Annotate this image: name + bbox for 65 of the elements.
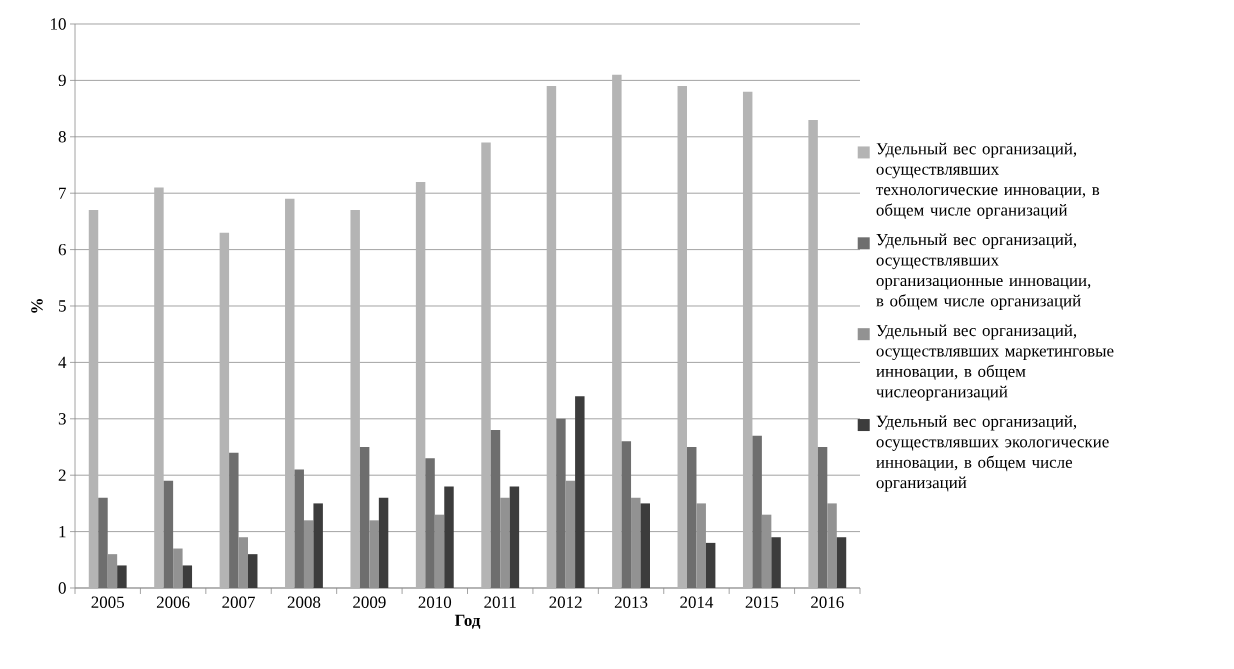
x-tick-label: 2016 [811, 596, 844, 608]
y-tick-label: 0 [58, 582, 66, 594]
y-tick-label: 7 [59, 187, 67, 199]
x-tick-label: 2009 [353, 596, 386, 608]
x-tick-label: 2012 [549, 596, 582, 608]
y-tick-label: 3 [58, 413, 66, 425]
bar [88, 210, 99, 588]
bar [248, 554, 258, 588]
bar [313, 503, 323, 588]
bar [163, 480, 174, 588]
bar [817, 447, 828, 588]
bar [229, 452, 239, 588]
bar [677, 86, 687, 588]
y-axis-title: % [31, 299, 43, 313]
x-tick-label: 2013 [614, 596, 648, 608]
bar [546, 86, 557, 588]
legend-label: Удельный вес организаций, осуществлявших технологические инновации, в общем числе организаций [876, 142, 1100, 220]
y-tick-label: 5 [59, 300, 66, 312]
bar [117, 565, 127, 588]
legend-label: Удельный вес организаций, осуществлявших экологические инновации, в общем числе организаций [876, 415, 1109, 492]
x-tick-label: 2005 [91, 596, 124, 608]
legend-label: Удельный вес организаций, осуществлявших маркетинговые инновации, в общем числеорганизаций [876, 324, 1114, 401]
bar [556, 418, 566, 588]
bar [575, 396, 585, 588]
bar [705, 542, 716, 588]
bar [752, 435, 762, 588]
x-tick-label: 2008 [287, 596, 321, 608]
legend-label: Удельный вес организаций, осуществлявших организационные инновации, в общем числе организаций [876, 233, 1091, 310]
bar [808, 119, 818, 588]
bar [350, 210, 360, 588]
bar [771, 537, 781, 588]
x-tick-label: 2010 [418, 596, 452, 608]
x-tick-label: 2006 [156, 596, 190, 608]
y-tick-label: 10 [51, 18, 66, 30]
bar [425, 458, 435, 588]
bar [294, 469, 304, 588]
y-tick-label: 6 [58, 243, 66, 256]
bar [640, 503, 650, 588]
bar [481, 142, 491, 588]
bar [612, 74, 622, 588]
bar [285, 198, 295, 588]
bar [836, 537, 847, 588]
x-tick-label: 2014 [680, 596, 714, 608]
bar [444, 486, 454, 588]
bar [509, 486, 520, 588]
bar [687, 447, 697, 588]
bar [98, 497, 108, 588]
bar [490, 430, 501, 588]
bar [219, 232, 230, 588]
bar [154, 187, 164, 588]
x-axis-title: Год [454, 614, 481, 629]
y-tick-label: 4 [58, 356, 67, 368]
y-tick-label: 2 [58, 469, 66, 481]
bar [742, 91, 753, 588]
bar [415, 181, 426, 588]
x-tick-label: 2007 [222, 596, 255, 608]
bar [621, 441, 632, 588]
y-tick-label: 1 [59, 526, 66, 538]
bar [182, 565, 193, 588]
bar [359, 447, 370, 588]
bar [378, 497, 389, 588]
x-tick-label: 2015 [745, 596, 779, 608]
y-tick-label: 9 [58, 74, 66, 87]
x-tick-label: 2011 [484, 596, 516, 608]
y-tick-label: 8 [58, 131, 66, 143]
